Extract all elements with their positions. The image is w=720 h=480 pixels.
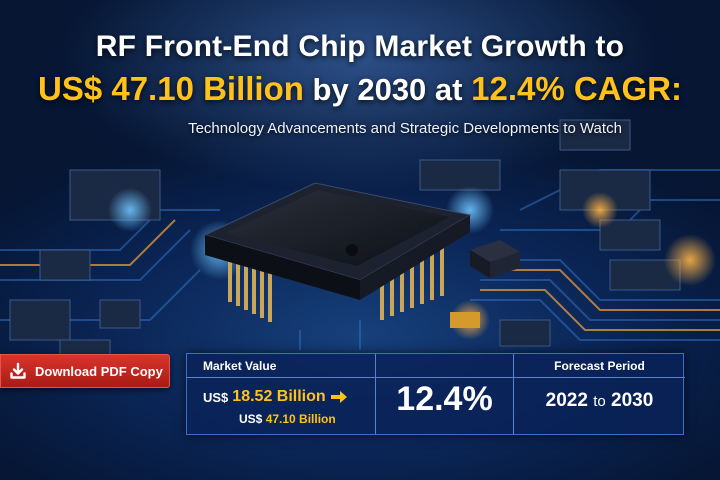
market-value-header: Market Value — [187, 354, 375, 378]
forecast-period-header: Forecast Period — [514, 354, 685, 378]
headline-line2: US$ 47.10 Billion by 2030 at 12.4% CAGR: — [0, 70, 720, 108]
period-to-word: to — [593, 393, 606, 410]
market-value-start-prefix: US$ — [203, 389, 229, 405]
market-value-start: US$ 18.52 Billion — [203, 388, 348, 406]
download-pdf-button[interactable]: Download PDF Copy — [0, 354, 170, 388]
forecast-period-value: 2022 to 2030 — [514, 390, 685, 412]
headline-mid-text: by 2030 at — [312, 72, 463, 107]
headline-block: RF Front-End Chip Market Growth to US$ 4… — [0, 30, 720, 137]
page-subtitle: Technology Advancements and Strategic De… — [188, 120, 622, 137]
cagr-value: 12.4% — [396, 380, 493, 418]
market-value-end-prefix: US$ — [239, 412, 263, 426]
download-button-label: Download PDF Copy — [35, 363, 163, 379]
cagr-column: 12.4% — [375, 354, 513, 434]
download-icon — [10, 362, 26, 379]
arrow-right-icon — [330, 391, 347, 403]
cagr-header-spacer — [376, 354, 513, 378]
page-title: RF Front-End Chip Market Growth to — [95, 30, 625, 63]
market-value-column: Market Value US$ 18.52 Billion US$ 47.10… — [187, 354, 375, 434]
market-value-end: US$ 47.10 Billion — [239, 412, 336, 426]
market-value-start-amount: 18.52 Billion — [232, 388, 326, 405]
market-value-end-amount: 47.10 Billion — [265, 412, 336, 426]
forecast-period-column: Forecast Period 2022 to 2030 — [513, 354, 685, 434]
stats-panel: Market Value US$ 18.52 Billion US$ 47.10… — [186, 353, 685, 435]
headline-cagr: 12.4% CAGR: — [471, 70, 682, 107]
period-from: 2022 — [545, 390, 588, 411]
headline-market-value: US$ 47.10 Billion — [37, 70, 304, 107]
period-to: 2030 — [611, 390, 654, 411]
